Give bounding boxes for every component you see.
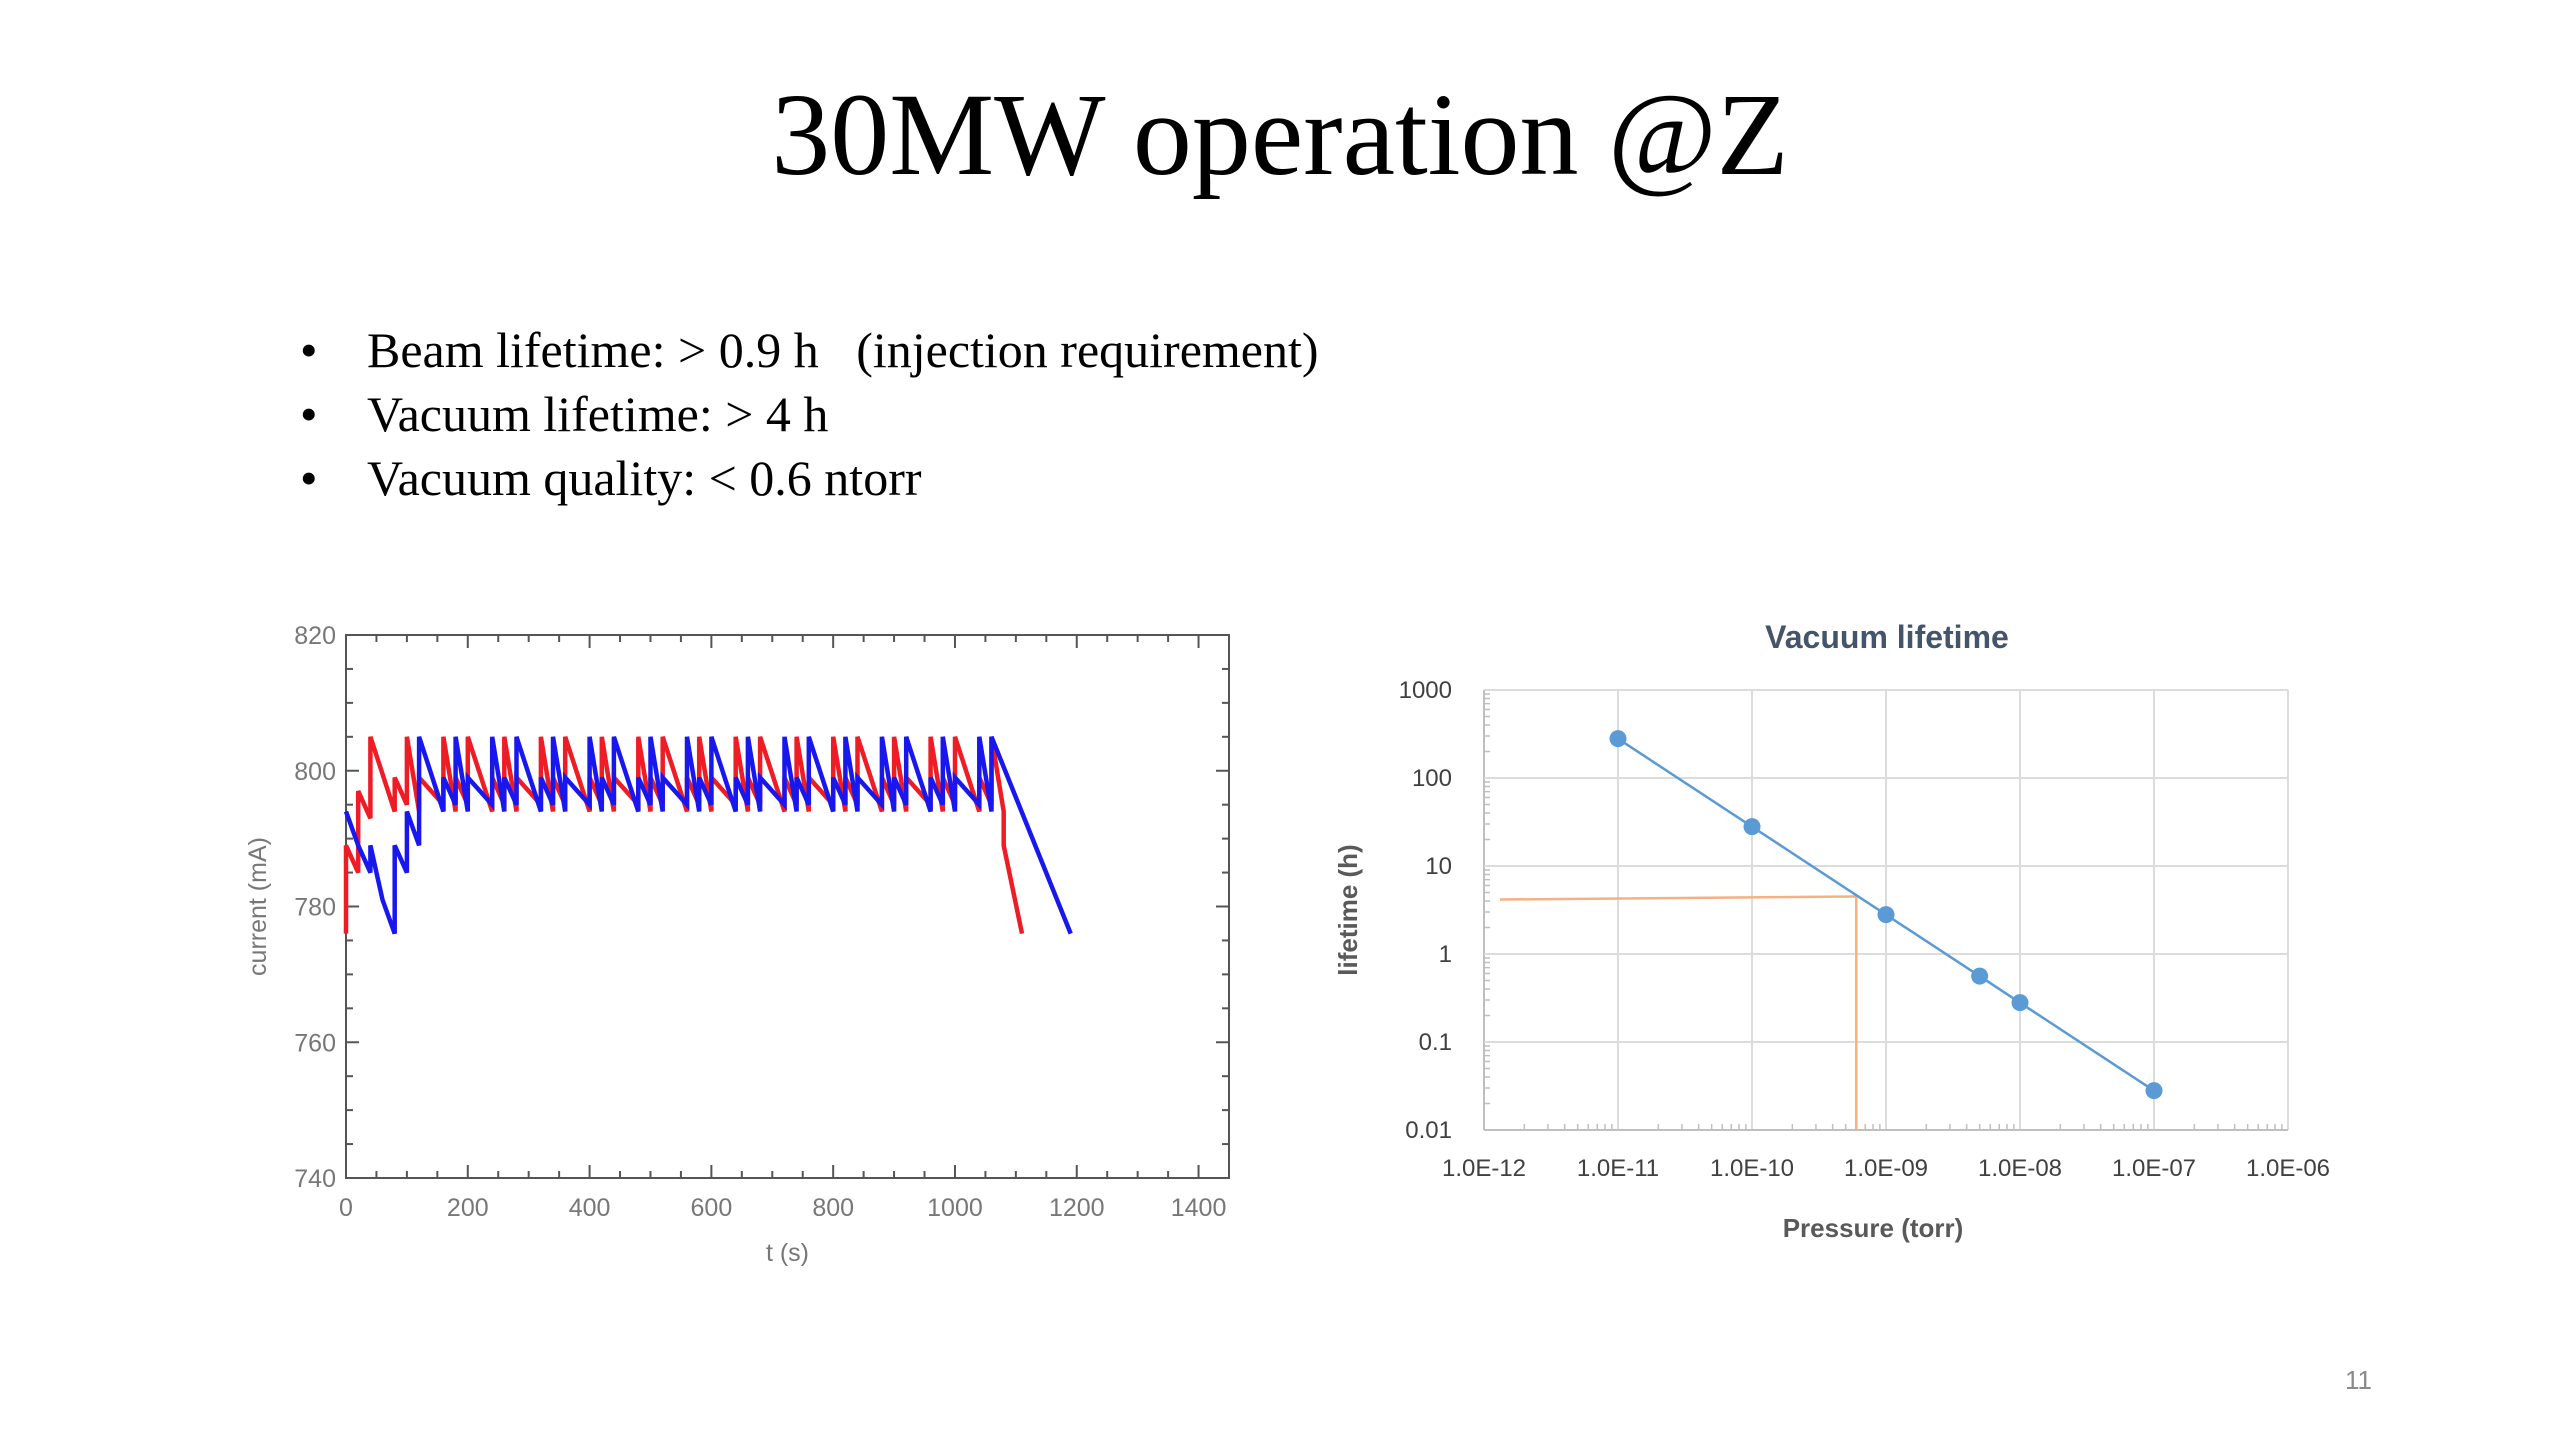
x-tick-label: 1.0E-12 xyxy=(1442,1155,1526,1182)
x-axis-title: t (s) xyxy=(766,1239,809,1267)
guide-line-horizontal xyxy=(1499,895,1857,901)
y-tick-label: 1000 xyxy=(1399,677,1452,704)
y-tick-label: 740 xyxy=(294,1165,336,1193)
data-point xyxy=(2011,994,2029,1012)
y-tick-label: 800 xyxy=(294,758,336,786)
y-axis-title: lifetime (h) xyxy=(1333,844,1363,975)
y-tick-label: 100 xyxy=(1412,765,1452,792)
vacuum-lifetime-chart: Vacuum lifetime 1.0E-12 1.0E-11 1.0E-10 1.0… xyxy=(1333,619,2330,1243)
bullet-text: Beam lifetime: > 0.9 h (injection requir… xyxy=(367,322,1319,378)
series-lines xyxy=(343,735,1073,935)
guide-lines xyxy=(1499,895,1858,1130)
y-axis-title: current (mA) xyxy=(244,837,272,976)
series-line xyxy=(1617,737,2155,1092)
data-point xyxy=(1971,967,1989,985)
data-point xyxy=(2145,1082,2163,1100)
data-point xyxy=(1609,730,1627,748)
bullet-item: • Vacuum quality: < 0.6 ntorr xyxy=(300,446,1319,510)
y-tick-labels: 1000 100 10 1 0.1 0.01 xyxy=(1399,677,1452,1144)
y-tick-label: 0.01 xyxy=(1405,1117,1452,1144)
x-tick-label: 1200 xyxy=(1049,1194,1105,1222)
gridlines xyxy=(1483,689,2289,1131)
x-tick-label: 400 xyxy=(569,1194,611,1222)
x-tick-label: 800 xyxy=(812,1194,854,1222)
x-tick-label: 1000 xyxy=(927,1194,983,1222)
tick-marks xyxy=(345,634,1230,1179)
y-tick-label: 780 xyxy=(294,894,336,922)
page-number: 11 xyxy=(2345,1365,2372,1395)
series-line xyxy=(343,736,1025,935)
bullet-text: Vacuum lifetime: > 4 h xyxy=(367,386,829,442)
y-tick-labels: 740 760 780 800 820 xyxy=(294,622,336,1193)
data-point xyxy=(1877,906,1895,924)
x-tick-label: 600 xyxy=(691,1194,733,1222)
x-tick-label: 1.0E-07 xyxy=(2112,1155,2196,1182)
x-tick-label: 200 xyxy=(447,1194,489,1222)
x-tick-labels: 1.0E-12 1.0E-11 1.0E-10 1.0E-09 1.0E-08 1.0E-… xyxy=(1442,1155,2330,1182)
plot-frame xyxy=(345,634,1230,1179)
y-tick-label: 0.1 xyxy=(1419,1029,1452,1056)
x-tick-label: 1.0E-10 xyxy=(1710,1155,1794,1182)
y-tick-label: 760 xyxy=(294,1029,336,1057)
x-tick-label: 1400 xyxy=(1171,1194,1227,1222)
bullet-marker: • xyxy=(300,322,318,378)
bullet-marker: • xyxy=(300,386,318,442)
series-line xyxy=(343,735,1073,935)
bullet-item: • Vacuum lifetime: > 4 h xyxy=(300,382,1319,446)
slide-title: 30MW operation @Z xyxy=(771,69,1789,200)
bullet-text: Vacuum quality: < 0.6 ntorr xyxy=(367,450,922,506)
x-tick-label: 1.0E-08 xyxy=(1978,1155,2062,1182)
bullet-marker: • xyxy=(300,450,318,506)
x-tick-labels: 0 200 400 600 800 1000 1200 1400 xyxy=(339,1194,1226,1222)
y-tick-label: 10 xyxy=(1425,853,1452,880)
bullet-item: • Beam lifetime: > 0.9 h (injection requi… xyxy=(300,318,1319,382)
data-points xyxy=(1609,730,2163,1100)
bullet-list: • Beam lifetime: > 0.9 h (injection requi… xyxy=(300,318,1319,510)
y-tick-label: 820 xyxy=(294,622,336,650)
x-axis-title: Pressure (torr) xyxy=(1783,1213,1964,1243)
x-tick-label: 0 xyxy=(339,1194,353,1222)
y-tick-label: 1 xyxy=(1439,941,1452,968)
x-tick-label: 1.0E-06 xyxy=(2246,1155,2330,1182)
x-tick-label: 1.0E-11 xyxy=(1577,1155,1659,1182)
data-point xyxy=(1743,818,1761,836)
series-line xyxy=(1617,737,2155,1092)
x-tick-label: 1.0E-09 xyxy=(1844,1155,1928,1182)
beam-current-chart: 0 200 400 600 800 1000 1200 1400 740 760 780 800 82… xyxy=(244,622,1230,1267)
chart-title: Vacuum lifetime xyxy=(1765,619,2009,655)
